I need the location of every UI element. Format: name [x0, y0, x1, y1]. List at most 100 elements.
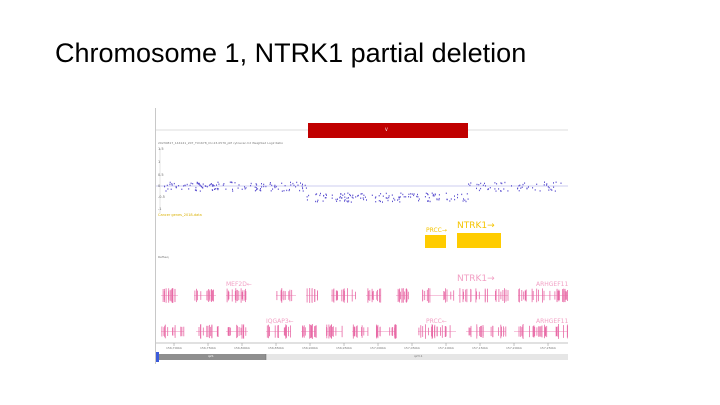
gene-exon	[536, 327, 538, 336]
probe-point	[165, 190, 167, 192]
probe-point	[371, 194, 373, 196]
probe-point	[300, 182, 301, 184]
gene-exon	[168, 288, 170, 303]
probe-point	[427, 193, 428, 195]
probe-point	[380, 193, 382, 195]
probe-point	[195, 186, 197, 189]
gene-exon	[422, 290, 424, 301]
gene-exon	[236, 324, 238, 339]
probe-point	[511, 185, 512, 187]
probe-point	[274, 184, 276, 187]
gene-exon	[235, 290, 237, 301]
gene-exon	[162, 289, 164, 302]
probe-point	[385, 192, 387, 195]
probe-point	[349, 193, 351, 196]
probe-point	[363, 198, 365, 201]
gene-exon	[314, 326, 315, 337]
gene-exon	[480, 326, 481, 337]
gene-exon	[171, 288, 173, 303]
gene-exon	[558, 289, 560, 302]
probe-point	[244, 188, 246, 190]
probe-point	[350, 194, 351, 197]
probe-point	[336, 200, 338, 202]
gene-exon	[274, 325, 276, 338]
probe-point	[201, 186, 202, 188]
probe-point	[261, 183, 262, 185]
probe-point	[198, 182, 200, 185]
probe-point	[299, 189, 301, 192]
probe-point	[255, 189, 257, 191]
probe-point	[366, 199, 367, 201]
probe-point	[184, 184, 186, 187]
probe-point	[186, 183, 188, 186]
gene-exon	[495, 289, 497, 302]
gene-exon	[238, 327, 240, 336]
probe-point	[465, 200, 467, 203]
probe-point	[212, 184, 213, 186]
gene-exon	[418, 327, 420, 336]
cancer-genes-track-label: Cancer genes_2018-data	[158, 213, 202, 217]
gene-label-arhgef11-top: ARHGEF11	[536, 281, 569, 288]
gene-exon	[540, 326, 542, 337]
gene-exon	[428, 327, 429, 336]
gene-exon	[326, 327, 328, 336]
gene-exon	[557, 290, 559, 301]
probe-point	[392, 200, 393, 203]
probe-point	[166, 184, 168, 187]
gene-exon	[329, 326, 330, 337]
gene-exon	[165, 288, 167, 303]
scrollbar-thumb[interactable]	[158, 354, 266, 360]
gene-exon	[525, 290, 526, 301]
gene-exon	[475, 288, 477, 303]
coordinate-label: 156,850kb	[268, 346, 285, 350]
gene-exon	[465, 289, 467, 302]
gene-exon	[505, 289, 507, 302]
probe-point	[555, 181, 557, 183]
probe-point	[271, 184, 273, 187]
probe-point	[322, 200, 324, 202]
probe-point	[241, 188, 243, 190]
probe-point	[413, 193, 415, 195]
gene-exon	[380, 288, 382, 303]
probe-point	[411, 193, 413, 195]
gene-exon	[376, 324, 377, 339]
scrollbar-left-handle[interactable]	[156, 352, 159, 362]
gene-exon	[562, 289, 563, 302]
gene-exon	[216, 326, 218, 337]
gene-exon	[564, 288, 566, 303]
gene-exon	[536, 288, 538, 303]
y-tick-neg-1: -1	[158, 207, 162, 211]
probe-point	[454, 198, 456, 201]
probe-point	[192, 183, 194, 185]
probe-point	[427, 193, 429, 196]
probe-point	[270, 190, 272, 192]
probe-point	[382, 201, 383, 203]
gene-exon	[432, 325, 433, 338]
gene-exon	[194, 290, 196, 301]
probe-point	[292, 182, 294, 185]
gene-exon	[401, 288, 403, 303]
probe-point	[361, 193, 363, 195]
probe-point	[308, 194, 310, 197]
probe-point	[468, 183, 470, 185]
gene-exon	[266, 325, 268, 338]
gene-exon	[498, 289, 500, 302]
probe-point	[397, 199, 399, 201]
probe-point	[425, 192, 427, 194]
probe-point	[355, 196, 357, 198]
probe-point	[169, 183, 171, 186]
probe-point	[454, 195, 455, 197]
probe-point	[339, 195, 341, 198]
probe-point	[341, 197, 343, 199]
gene-exon	[209, 289, 211, 302]
gene-exon	[544, 324, 545, 339]
probe-point	[518, 190, 520, 192]
gene-exon	[238, 290, 240, 301]
gene-exon	[332, 326, 334, 337]
probe-point	[250, 182, 252, 185]
gene-exon	[519, 288, 520, 303]
gene-exon	[284, 291, 286, 300]
gene-exon	[310, 325, 312, 338]
gene-exon	[555, 326, 557, 337]
probe-point	[378, 200, 380, 202]
